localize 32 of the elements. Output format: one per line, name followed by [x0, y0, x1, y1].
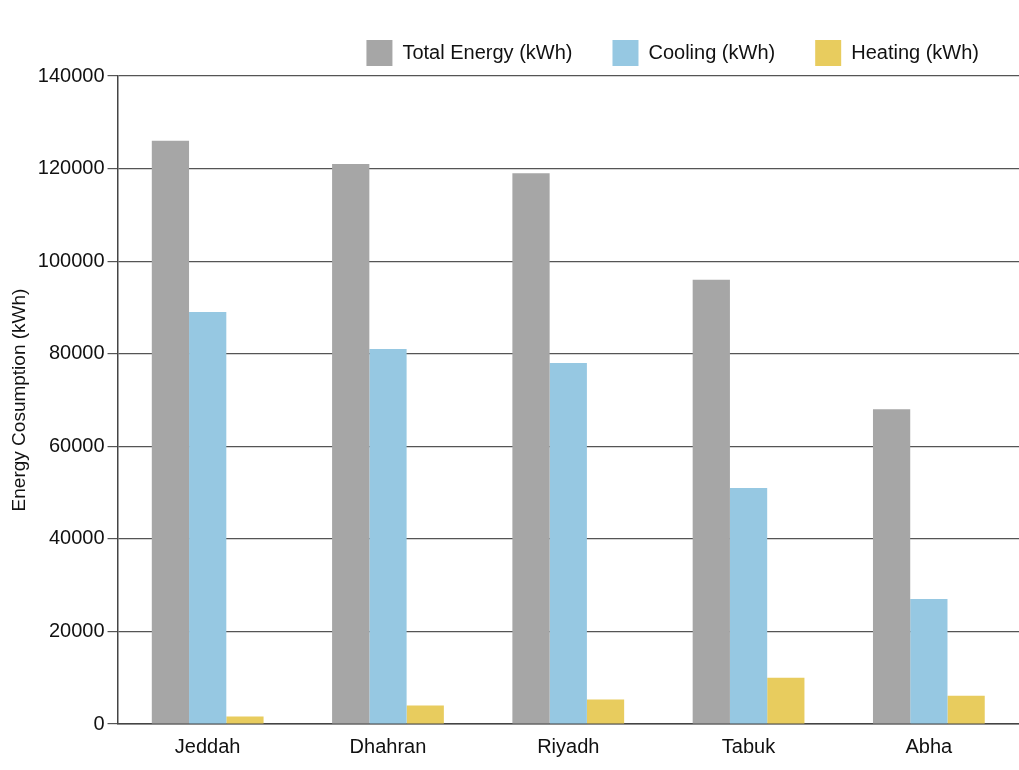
bar: [332, 163, 370, 724]
y-axis-title: Energy Cosumption (kWh): [7, 288, 29, 512]
y-tick-label: 40000: [48, 526, 105, 549]
bar: [872, 409, 911, 724]
bar: [947, 695, 985, 724]
x-tick-label: Dhahran: [349, 734, 427, 757]
y-tick-label: 100000: [37, 248, 105, 271]
bar: [512, 173, 550, 724]
y-tick-label: 80000: [48, 341, 105, 364]
bar: [729, 487, 768, 724]
bar: [151, 140, 190, 724]
y-tick-label: 0: [93, 711, 105, 734]
x-tick-label: Tabuk: [721, 734, 777, 757]
bar: [586, 699, 625, 724]
y-tick-label: 140000: [37, 63, 105, 86]
bar: [910, 599, 948, 724]
bar: [189, 312, 227, 724]
x-tick-label: Jeddah: [174, 734, 241, 757]
legend-label: Heating (kWh): [851, 40, 979, 63]
x-tick-label: Abha: [905, 734, 954, 757]
y-tick-label: 20000: [48, 618, 105, 641]
bar: [406, 705, 444, 724]
y-tick-label: 60000: [48, 433, 105, 456]
bar: [549, 362, 587, 724]
legend-label: Total Energy (kWh): [402, 40, 573, 63]
bar: [369, 349, 407, 724]
x-tick-label: Riyadh: [537, 734, 600, 757]
y-tick-label: 120000: [37, 156, 105, 179]
legend-label: Cooling (kWh): [648, 40, 776, 63]
bar: [692, 279, 730, 724]
bar: [226, 716, 264, 724]
bar: [767, 677, 805, 724]
